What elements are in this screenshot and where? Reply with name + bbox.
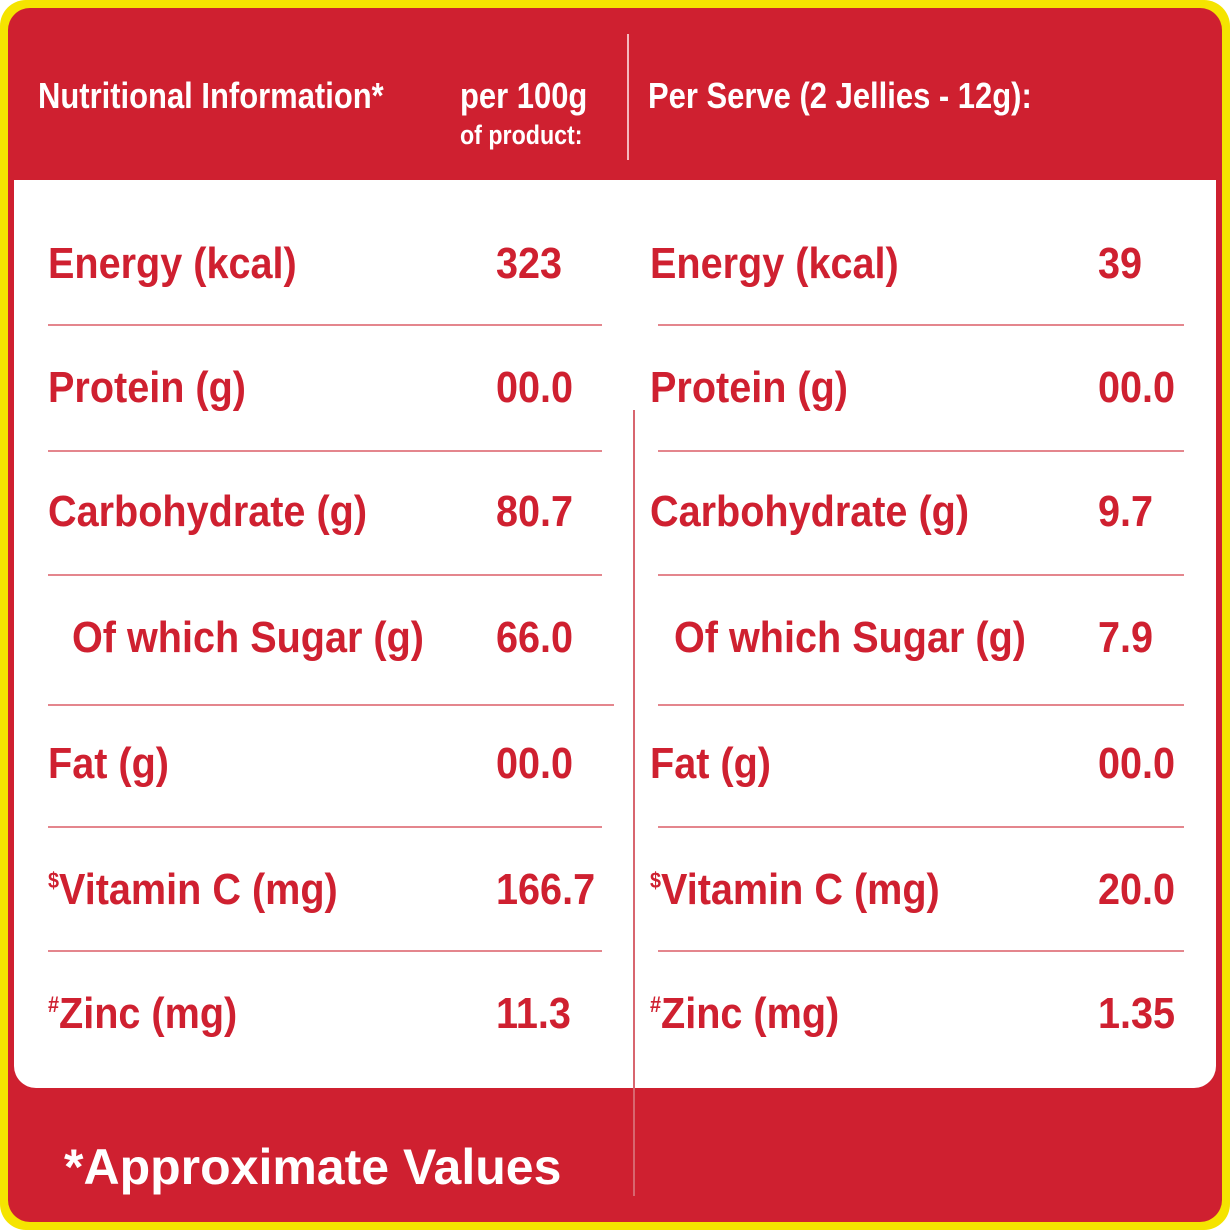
nutrient-name: Fat (g) <box>650 739 771 788</box>
row-divider-right <box>658 950 1184 952</box>
footnote-mark: $ <box>650 868 662 893</box>
nutrient-name: Zinc (mg) <box>59 989 238 1038</box>
value-per-100g: 323 <box>496 239 563 288</box>
nutrient-label-right: Energy (kcal) <box>650 242 899 286</box>
nutrient-label-left: #Zinc (mg) <box>48 992 237 1036</box>
nutrient-label-right: Protein (g) <box>650 366 848 410</box>
row-divider-right <box>658 450 1184 452</box>
nutrient-label-left: Fat (g) <box>48 742 169 786</box>
footnote-mark: $ <box>48 868 60 893</box>
nutrient-label-right: #Zinc (mg) <box>650 992 839 1036</box>
value-per-100g: 80.7 <box>496 487 574 536</box>
value-per-serve: 20.0 <box>1098 865 1176 914</box>
value-per-serve: 00.0 <box>1098 363 1176 412</box>
value-per-serve: 1.35 <box>1098 989 1176 1038</box>
nutrient-name: Zinc (mg) <box>661 989 840 1038</box>
value-per-serve: 39 <box>1098 239 1143 288</box>
nutrient-label-right: Of which Sugar (g) <box>674 616 1026 660</box>
footnote-mark: # <box>48 992 60 1017</box>
row-divider-left <box>48 950 602 952</box>
nutrient-label-left: $Vitamin C (mg) <box>48 868 338 912</box>
row-divider-left <box>48 324 602 326</box>
footnote-mark: # <box>650 992 662 1017</box>
nutrient-label-right: Fat (g) <box>650 742 771 786</box>
per-serve-heading: Per Serve (2 Jellies - 12g): <box>648 75 1032 116</box>
nutrient-label-right: Carbohydrate (g) <box>650 490 969 534</box>
row-divider-left <box>48 574 602 576</box>
nutrient-name: Energy (kcal) <box>48 239 297 288</box>
value-per-100g: 66.0 <box>496 613 574 662</box>
value-per-serve: 9.7 <box>1098 487 1154 536</box>
nutrient-label-left: Protein (g) <box>48 366 246 410</box>
nutrient-label-left: Of which Sugar (g) <box>72 616 424 660</box>
column-divider <box>633 410 635 1196</box>
nutrient-name: Of which Sugar (g) <box>674 613 1026 662</box>
nutrient-name: Carbohydrate (g) <box>650 487 970 536</box>
nutrient-name: Protein (g) <box>650 363 848 412</box>
header-divider <box>627 34 629 160</box>
value-per-100g: 00.0 <box>496 739 574 788</box>
table-title: Nutritional Information* <box>38 75 384 116</box>
row-divider-right <box>658 704 1184 706</box>
value-per-serve: 7.9 <box>1098 613 1154 662</box>
nutrient-name: Of which Sugar (g) <box>72 613 424 662</box>
per-100g-heading: per 100g <box>460 75 588 116</box>
nutrient-name: Carbohydrate (g) <box>48 487 368 536</box>
row-divider-left <box>48 826 602 828</box>
nutrient-label-left: Energy (kcal) <box>48 242 297 286</box>
nutrition-panel: Nutritional Information* per 100g of pro… <box>8 8 1222 1222</box>
nutrient-label-left: Carbohydrate (g) <box>48 490 367 534</box>
value-per-100g: 166.7 <box>496 865 596 914</box>
value-per-100g: 11.3 <box>496 989 571 1038</box>
nutrient-name: Vitamin C (mg) <box>59 865 338 914</box>
row-divider-left <box>48 704 614 706</box>
row-divider-right <box>658 574 1184 576</box>
nutrient-label-right: $Vitamin C (mg) <box>650 868 940 912</box>
per-100g-subheading: of product: <box>460 120 583 150</box>
nutrient-name: Energy (kcal) <box>650 239 899 288</box>
nutrient-name: Protein (g) <box>48 363 246 412</box>
value-per-serve: 00.0 <box>1098 739 1176 788</box>
nutrition-table: Energy (kcal) Energy (kcal) 323 39 Protein (… <box>14 180 1216 1196</box>
row-divider-right <box>658 324 1184 326</box>
nutrient-name: Vitamin C (mg) <box>661 865 940 914</box>
row-divider-right <box>658 826 1184 828</box>
row-divider-left <box>48 450 602 452</box>
value-per-100g: 00.0 <box>496 363 574 412</box>
footer-note: *Approximate Values <box>64 1139 562 1195</box>
nutrient-name: Fat (g) <box>48 739 169 788</box>
